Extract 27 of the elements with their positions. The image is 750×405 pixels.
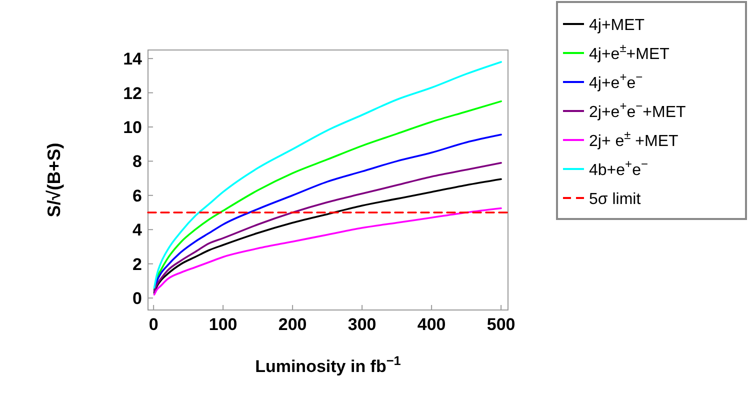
y-tick-label: 8 [132,152,142,172]
y-tick-label: 4 [132,220,143,240]
legend-label: 4j+MET [589,17,645,34]
x-tick-label: 400 [417,315,446,334]
x-tick-label: 300 [348,315,376,334]
y-tick-label: 0 [132,289,142,308]
y-axis-title: S/√(B+S) [44,142,64,218]
y-tick-label: 10 [123,118,142,137]
legend-label: 4j+e$^{+}$e$^{−}$ [589,70,643,92]
y-tick-label: 2 [132,254,142,274]
legend-label: 2j+ e$^{±}$ +MET [589,128,679,150]
x-tick-label: 100 [208,315,238,334]
legend-label: 2j+e$^{+}$e$^{−}$+MET [589,99,686,121]
y-tick-label: 6 [132,186,142,206]
legend-label: 4b+e$^{+}$e$^{−}$ [589,157,648,179]
x-axis-title: Luminosity in fb$^{−1}$ [255,352,401,376]
line-series [153,61,502,289]
line-series [153,207,502,296]
x-tick-label: 500 [486,315,516,334]
legend-label: 5σ limit [589,191,642,208]
y-tick-label: 12 [123,84,142,103]
x-tick-label: 0 [148,315,158,334]
x-tick-label: 200 [278,315,307,334]
line-series [153,100,502,290]
legend-label: 4j+e$^{±}$+MET [589,41,670,63]
y-tick-label: 14 [123,50,143,69]
line-series [153,134,502,292]
